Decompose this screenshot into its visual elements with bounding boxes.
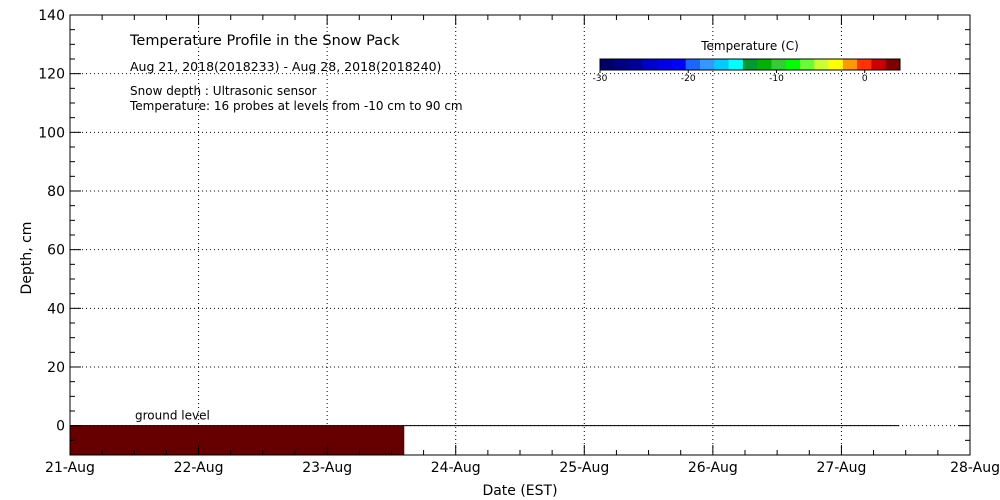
x-tick-label: 24-Aug	[431, 460, 481, 476]
y-tick-label: 20	[47, 360, 65, 376]
chart-title: Temperature Profile in the Snow Pack	[129, 33, 400, 49]
colorbar-swatch	[714, 59, 730, 70]
colorbar-swatch	[657, 59, 672, 70]
colorbar-swatch	[757, 59, 772, 70]
x-tick-label: 26-Aug	[688, 460, 738, 476]
colorbar-swatch	[600, 59, 615, 70]
colorbar-swatch	[642, 59, 658, 70]
colorbar-swatch	[857, 59, 872, 70]
x-tick-label: 27-Aug	[816, 460, 866, 476]
colorbar-tick-label: -30	[593, 74, 608, 84]
x-tick-label: 28-Aug	[950, 460, 1000, 476]
y-tick-label: 80	[47, 184, 65, 200]
colorbar-tick-label: -20	[681, 74, 696, 84]
colorbar-swatch	[785, 59, 801, 70]
temperature-colorbar: -30 -20 -10 0	[593, 58, 901, 84]
y-tick-label: 60	[47, 243, 65, 259]
colorbar-swatch	[800, 59, 815, 70]
data-layer: ground level	[70, 409, 900, 455]
colorbar-tick-label: -10	[769, 74, 784, 84]
colorbar-swatch	[814, 59, 830, 70]
y-tick-label: 140	[38, 8, 65, 24]
y-tick-label: 40	[47, 301, 65, 317]
axis-ticks	[69, 14, 971, 456]
grid-lines	[70, 15, 970, 455]
y-tick-label: 0	[56, 419, 65, 435]
chart-subtitle: Aug 21, 2018(2018233) - Aug 28, 2018(201…	[130, 59, 441, 74]
x-tick-label: 23-Aug	[302, 460, 352, 476]
axis-labels: 0 20 40 60 80 100 120 140 21-Aug 22-Aug 23-Aug 24-A…	[38, 8, 1000, 476]
colorbar-tick-label: 0	[862, 74, 868, 84]
colorbar-swatch	[828, 59, 844, 70]
y-axis-title: Depth, cm	[19, 222, 35, 295]
colorbar-swatch	[842, 59, 858, 70]
colorbar-swatch	[614, 59, 630, 70]
colorbar-swatch	[742, 59, 758, 70]
temperature-band-cell	[70, 425, 405, 455]
note-snow-depth: Snow depth : Ultrasonic sensor	[130, 84, 317, 98]
x-tick-label: 21-Aug	[45, 460, 95, 476]
colorbar-swatch	[885, 59, 901, 70]
colorbar-title: Temperature (C)	[700, 39, 799, 53]
colorbar-swatch	[728, 59, 744, 70]
colorbar-swatch	[685, 59, 701, 70]
x-tick-label: 25-Aug	[559, 460, 609, 476]
note-temperature-probes: Temperature: 16 probes at levels from -1…	[129, 99, 463, 113]
plot-frame	[69, 14, 971, 456]
colorbar-swatch	[628, 59, 644, 70]
y-tick-label: 100	[38, 125, 65, 141]
colorbar-frame	[599, 58, 901, 71]
y-tick-label: 120	[38, 67, 65, 83]
colorbar-swatch	[700, 59, 715, 70]
colorbar-swatch	[771, 59, 787, 70]
colorbar-swatch	[671, 59, 687, 70]
x-axis-title: Date (EST)	[482, 483, 557, 499]
ground-level-label: ground level	[135, 409, 210, 423]
colorbar-swatch	[871, 59, 887, 70]
x-tick-label: 22-Aug	[174, 460, 224, 476]
